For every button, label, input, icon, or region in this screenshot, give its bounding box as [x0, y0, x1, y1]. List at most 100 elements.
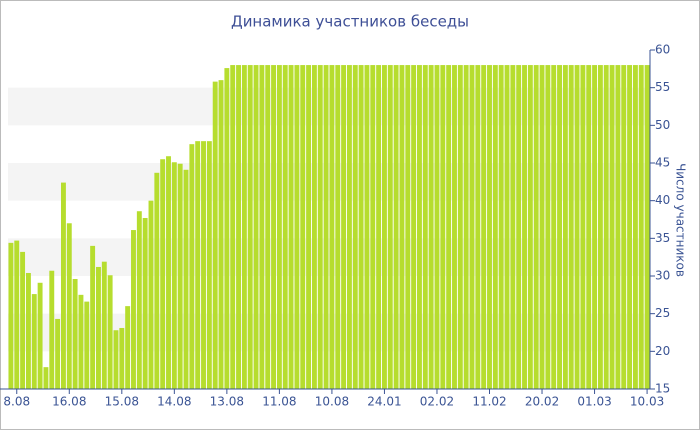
bar	[370, 65, 376, 390]
bar	[271, 65, 277, 390]
y-tick-label: 25	[655, 306, 670, 320]
y-tick-label: 50	[655, 118, 670, 132]
bar	[160, 159, 166, 389]
bar	[568, 65, 574, 390]
bar	[201, 141, 206, 389]
bar	[381, 65, 387, 390]
y-tick-label: 60	[655, 43, 670, 57]
bar	[516, 65, 522, 390]
x-tick-label: 01.03	[577, 395, 611, 409]
bar	[171, 162, 177, 389]
y-tick-label: 30	[655, 269, 670, 283]
bar	[189, 144, 195, 389]
bar	[481, 65, 487, 390]
bar	[218, 80, 224, 389]
bar	[492, 65, 498, 390]
x-tick-label: 8.08	[3, 395, 30, 409]
bar	[142, 217, 148, 389]
bar	[136, 211, 142, 389]
bar	[545, 65, 551, 390]
bar	[522, 65, 527, 390]
x-tick-label: 10.08	[315, 395, 349, 409]
bar	[241, 65, 247, 390]
bar	[411, 65, 417, 390]
bar	[43, 367, 49, 389]
bar	[376, 65, 382, 390]
bar	[574, 65, 580, 390]
chart-title: Динамика участников беседы	[231, 13, 469, 31]
bar	[31, 294, 37, 389]
bar	[475, 65, 481, 390]
bar	[434, 65, 440, 390]
bar	[37, 282, 43, 389]
bar	[580, 65, 586, 390]
bar	[346, 65, 352, 390]
bar	[557, 65, 562, 390]
bar	[527, 65, 533, 390]
bar	[8, 242, 14, 389]
bar	[72, 279, 78, 389]
bar	[638, 65, 644, 390]
bar	[405, 65, 411, 390]
bar	[306, 65, 312, 390]
bar	[592, 65, 598, 390]
bar	[113, 330, 119, 389]
x-tick-label: 16.08	[52, 395, 86, 409]
bar	[25, 272, 31, 389]
bar	[539, 65, 545, 390]
bar	[14, 240, 20, 389]
bar	[177, 163, 183, 389]
bar	[195, 141, 201, 389]
bar	[294, 65, 300, 390]
bar	[183, 169, 189, 389]
bar	[457, 65, 463, 390]
bar	[603, 65, 609, 390]
x-tick-label: 20.02	[525, 395, 559, 409]
bar	[148, 200, 154, 389]
bar	[166, 156, 171, 389]
bar	[440, 65, 446, 390]
bar	[586, 65, 592, 390]
bar	[562, 65, 568, 390]
bar	[84, 301, 90, 389]
bar	[463, 65, 469, 390]
bar	[212, 81, 218, 389]
bar	[329, 65, 335, 390]
bar	[428, 65, 434, 390]
bar	[364, 65, 370, 390]
bar	[90, 245, 96, 389]
bar	[78, 294, 84, 389]
bar	[609, 65, 615, 390]
bar	[323, 65, 329, 390]
bar	[504, 65, 510, 390]
bar	[422, 65, 428, 390]
x-tick-label: 13.08	[210, 395, 244, 409]
bar	[119, 327, 125, 389]
y-tick-label: 55	[655, 80, 670, 94]
y-tick-label: 15	[655, 382, 670, 396]
bar	[282, 65, 288, 390]
bar	[131, 230, 136, 389]
x-tick-label: 24.01	[367, 395, 401, 409]
bar	[236, 65, 241, 390]
bar	[107, 275, 113, 389]
bar	[247, 65, 253, 390]
x-tick-label: 11.08	[262, 395, 296, 409]
bar	[498, 65, 504, 390]
x-tick-label: 02.02	[420, 395, 454, 409]
bar	[206, 141, 212, 389]
bar	[265, 65, 271, 390]
bar	[60, 182, 66, 389]
bar	[615, 65, 621, 390]
x-tick-label: 11.02	[472, 395, 506, 409]
bar	[510, 65, 516, 390]
bar	[20, 251, 26, 389]
bar	[311, 65, 317, 390]
bar	[341, 65, 347, 390]
bar	[253, 65, 259, 390]
x-tick-label: 15.08	[105, 395, 139, 409]
bar	[393, 65, 399, 390]
bar	[125, 306, 131, 389]
bar	[49, 270, 55, 389]
